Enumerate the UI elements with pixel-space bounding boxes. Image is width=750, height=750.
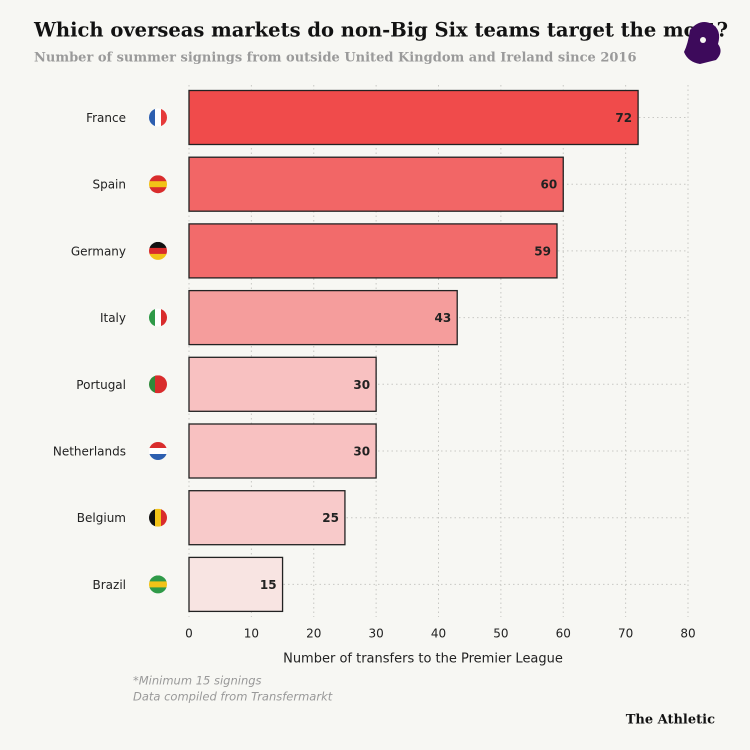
- category-label: Portugal: [76, 378, 126, 392]
- league-logo: [684, 22, 721, 64]
- flag-stripe: [161, 375, 167, 394]
- flag: [149, 108, 167, 127]
- value-label: 30: [353, 378, 370, 392]
- value-label: 15: [260, 578, 277, 592]
- flag: [149, 375, 167, 394]
- value-label: 60: [541, 178, 558, 192]
- category-label: France: [86, 111, 126, 125]
- flag-stripe: [155, 508, 162, 527]
- flag-stripe: [149, 108, 156, 127]
- value-label: 43: [435, 311, 452, 325]
- bar: [188, 556, 284, 613]
- flag: [149, 175, 167, 194]
- flag-stripe: [149, 508, 156, 527]
- x-tick-label: 20: [306, 627, 321, 641]
- brand: The Athletic: [626, 713, 715, 728]
- x-tick-label: 50: [493, 627, 508, 641]
- flag: [149, 575, 167, 594]
- x-tick-label: 10: [244, 627, 259, 641]
- x-axis-title: Number of transfers to the Premier Leagu…: [283, 652, 563, 667]
- flag-stripe: [149, 587, 167, 594]
- source-note: Data compiled from Transfermarkt: [133, 690, 333, 704]
- flag-stripe: [149, 442, 167, 449]
- flag-stripe: [161, 108, 167, 127]
- flag-stripe: [149, 308, 156, 327]
- flag-stripe: [149, 575, 167, 582]
- flag-stripe: [155, 108, 162, 127]
- flag-stripe: [155, 308, 162, 327]
- flag-stripe: [161, 308, 167, 327]
- category-label: Brazil: [93, 578, 127, 592]
- flag-stripe: [149, 181, 167, 188]
- x-tick-label: 80: [680, 627, 695, 641]
- bar: [188, 289, 458, 346]
- flag: [149, 241, 167, 260]
- x-tick-label: 30: [368, 627, 383, 641]
- value-label: 59: [534, 244, 551, 258]
- flag-stripe: [149, 448, 167, 455]
- flag-stripe: [149, 454, 167, 460]
- flag-stripe: [155, 375, 162, 394]
- flag-stripe: [149, 253, 167, 260]
- flag-stripe: [149, 187, 167, 194]
- footnote: *Minimum 15 signings: [133, 674, 262, 688]
- bar: [188, 223, 558, 279]
- value-label: 25: [322, 511, 339, 525]
- bar: [188, 89, 639, 146]
- flag-stripe: [149, 175, 167, 182]
- flag: [149, 508, 167, 527]
- x-tick-label: 40: [431, 627, 446, 641]
- x-tick-label: 70: [618, 627, 633, 641]
- category-label: Italy: [100, 311, 126, 325]
- flag-stripe: [149, 247, 167, 255]
- value-label: 72: [615, 111, 632, 125]
- value-label: 30: [353, 445, 370, 459]
- flag-stripe: [149, 241, 167, 249]
- flag-stripe: [161, 508, 167, 527]
- flag-stripe: [149, 375, 156, 394]
- chart-subtitle: Number of summer signings from outside U…: [34, 51, 637, 66]
- bar: [188, 423, 377, 479]
- flag-stripe: [149, 581, 167, 588]
- bar: [188, 356, 377, 412]
- flag: [149, 308, 167, 327]
- bar: [188, 490, 346, 546]
- category-label: Spain: [92, 178, 126, 192]
- flag: [149, 442, 167, 460]
- chart-title: Which overseas markets do non-Big Six te…: [33, 19, 728, 42]
- category-label: Netherlands: [53, 445, 126, 459]
- x-tick-label: 0: [185, 627, 193, 641]
- bar: [188, 156, 564, 212]
- category-label: Germany: [71, 244, 126, 258]
- category-label: Belgium: [77, 511, 126, 525]
- x-tick-label: 60: [556, 627, 571, 641]
